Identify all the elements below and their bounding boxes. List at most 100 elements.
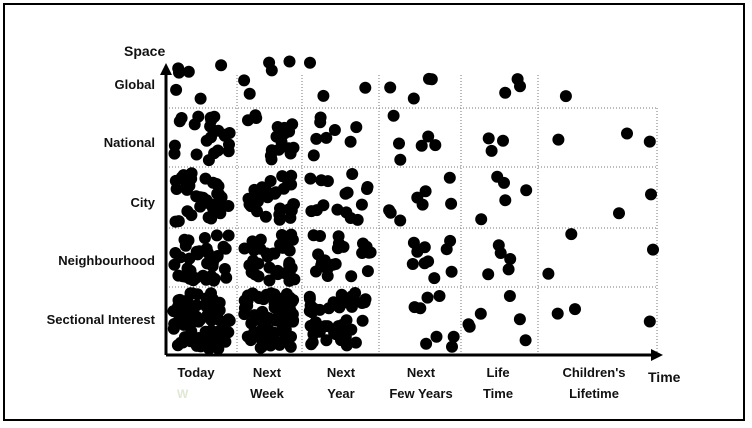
data-point bbox=[254, 233, 267, 246]
x-tick-label-line: Year bbox=[327, 386, 355, 401]
data-point bbox=[430, 330, 443, 343]
data-point bbox=[201, 257, 214, 270]
data-point bbox=[552, 133, 565, 146]
data-point bbox=[288, 273, 301, 286]
x-tick-label: Children's Lifetime bbox=[539, 362, 649, 404]
data-point bbox=[394, 153, 407, 166]
data-point bbox=[504, 253, 517, 265]
data-point bbox=[364, 246, 377, 259]
x-tick-label-line: Life bbox=[486, 365, 510, 380]
data-point bbox=[513, 313, 526, 326]
data-point bbox=[196, 333, 209, 346]
data-point bbox=[167, 305, 180, 318]
data-point bbox=[344, 212, 357, 224]
data-point bbox=[202, 154, 215, 167]
data-point bbox=[384, 81, 397, 94]
x-tick-label: Life Time bbox=[443, 362, 553, 404]
y-tick-label: Sectional Interest bbox=[46, 312, 155, 327]
data-point bbox=[645, 188, 657, 201]
data-point bbox=[278, 332, 291, 345]
data-point bbox=[179, 313, 192, 326]
data-point bbox=[190, 148, 203, 161]
data-point bbox=[647, 243, 659, 256]
data-point bbox=[238, 74, 251, 87]
data-point bbox=[499, 86, 512, 99]
data-point bbox=[197, 269, 209, 282]
data-point bbox=[445, 197, 458, 210]
data-point bbox=[241, 294, 254, 307]
x-axis-title: Time bbox=[648, 369, 681, 385]
data-point bbox=[246, 259, 259, 272]
data-point bbox=[266, 288, 279, 301]
data-point bbox=[210, 229, 223, 242]
data-point bbox=[423, 72, 435, 85]
data-point bbox=[238, 308, 251, 321]
data-point bbox=[520, 184, 533, 197]
data-point bbox=[519, 334, 532, 347]
data-point bbox=[286, 118, 299, 131]
data-point bbox=[174, 336, 187, 349]
x-tick-label-line: Week bbox=[250, 386, 284, 401]
data-point bbox=[253, 331, 266, 344]
data-point bbox=[308, 319, 321, 332]
data-point bbox=[415, 139, 428, 152]
data-point bbox=[282, 142, 295, 155]
data-point bbox=[185, 167, 198, 180]
y-tick-label: Neighbourhood bbox=[58, 253, 155, 268]
data-point bbox=[204, 120, 217, 133]
data-point bbox=[621, 127, 633, 140]
data-point bbox=[283, 258, 296, 271]
y-tick-label: City bbox=[130, 195, 155, 210]
data-point bbox=[511, 73, 524, 86]
data-point bbox=[345, 300, 358, 313]
data-point bbox=[314, 111, 327, 124]
data-point bbox=[179, 270, 192, 283]
data-point bbox=[178, 233, 191, 246]
data-point bbox=[210, 178, 223, 190]
data-point bbox=[559, 90, 572, 103]
data-point bbox=[565, 228, 578, 241]
data-point bbox=[217, 240, 230, 253]
data-point bbox=[445, 265, 458, 278]
data-point bbox=[447, 330, 460, 343]
data-point bbox=[243, 87, 256, 100]
data-point bbox=[241, 330, 254, 343]
data-point bbox=[199, 298, 212, 311]
data-point bbox=[344, 135, 357, 148]
data-point bbox=[411, 245, 424, 258]
data-point bbox=[406, 258, 419, 270]
data-point bbox=[350, 121, 363, 134]
data-point bbox=[422, 130, 435, 143]
data-point bbox=[259, 210, 272, 223]
data-point bbox=[314, 230, 326, 242]
data-point bbox=[643, 315, 656, 328]
data-point bbox=[222, 200, 235, 212]
data-point bbox=[263, 274, 276, 287]
y-tick-label: National bbox=[103, 135, 155, 150]
data-point bbox=[182, 65, 195, 78]
data-point bbox=[475, 213, 488, 226]
data-point bbox=[238, 242, 251, 255]
data-point bbox=[256, 187, 269, 200]
data-point bbox=[414, 302, 427, 315]
data-point bbox=[494, 247, 507, 259]
data-point bbox=[411, 191, 424, 204]
x-tick-label-line: Children's bbox=[562, 365, 626, 380]
data-point bbox=[222, 229, 235, 242]
data-point bbox=[260, 311, 273, 324]
data-point bbox=[252, 270, 265, 283]
data-point bbox=[183, 179, 196, 192]
x-tick-label-line: Next bbox=[406, 365, 436, 380]
data-point bbox=[349, 287, 362, 299]
data-point bbox=[310, 132, 323, 145]
data-point bbox=[194, 92, 207, 105]
data-point bbox=[280, 288, 293, 300]
data-point bbox=[283, 203, 296, 216]
data-point bbox=[356, 314, 369, 327]
chart-frame: Space Time Sectional Interest Neighbourho… bbox=[3, 3, 745, 421]
data-point bbox=[433, 290, 446, 302]
stray-mark: W bbox=[177, 387, 189, 401]
data-point bbox=[497, 134, 509, 147]
data-point bbox=[199, 172, 212, 185]
data-point bbox=[440, 243, 453, 256]
